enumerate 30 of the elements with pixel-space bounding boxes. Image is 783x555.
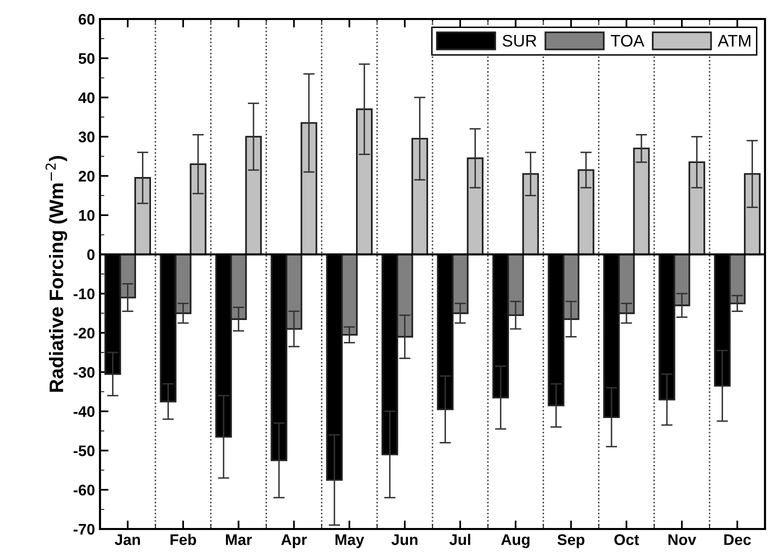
y-tick-label: -50 xyxy=(74,445,95,456)
y-tick-label: 10 xyxy=(79,210,95,221)
x-tick-label: Sep xyxy=(557,534,584,548)
y-tick-label: 60 xyxy=(78,14,95,25)
x-tick-label: Aug xyxy=(501,534,530,548)
y-tick-label: 50 xyxy=(78,53,95,64)
x-tick-label: May xyxy=(336,534,364,548)
y-tick-label: 20 xyxy=(78,170,95,182)
x-tick-label: Apr xyxy=(281,534,307,548)
x-tick-label: Nov xyxy=(668,534,696,546)
x-tick-label: Mar xyxy=(226,534,252,546)
x-tick-label: Jan xyxy=(114,534,140,546)
x-tick-label: Jun xyxy=(391,534,418,546)
legend-label: ATM xyxy=(718,35,750,46)
y-tick-label: -30 xyxy=(74,366,95,378)
x-tick-label: Oct xyxy=(614,534,640,546)
y-tick-label: -10 xyxy=(74,288,95,300)
y-tick-label: -20 xyxy=(74,328,95,339)
y-tick-label: 40 xyxy=(78,92,95,104)
y-tick-label: -40 xyxy=(74,406,95,417)
y-axis-title: Radiative Forcing (Wm$^{−2}$) xyxy=(46,156,68,392)
legend-label: SUR xyxy=(502,34,536,47)
x-tick-label: Feb xyxy=(170,534,196,546)
legend-label: TOA xyxy=(610,34,644,47)
y-tick-label: 0 xyxy=(87,249,95,260)
y-tick-label: 30 xyxy=(78,132,95,142)
x-tick-label: Jul xyxy=(449,534,470,546)
y-tick-label: -70 xyxy=(74,524,95,535)
y-tick-label: -60 xyxy=(74,484,95,496)
x-tick-label: Dec xyxy=(724,534,751,546)
